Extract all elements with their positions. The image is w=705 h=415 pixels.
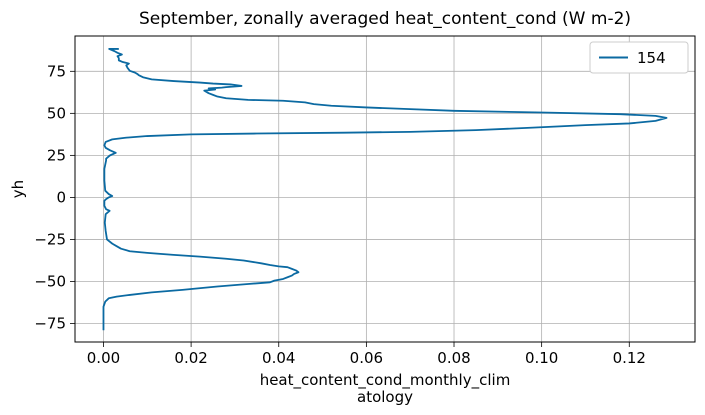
x-tick-label: 0.02 (174, 349, 207, 367)
y-tick-label: −50 (34, 272, 66, 290)
x-tick-label: 0.00 (87, 349, 120, 367)
plot-area (75, 36, 695, 342)
y-tick-label: −25 (34, 230, 66, 248)
grid (75, 36, 695, 342)
legend: 154 (589, 41, 689, 74)
axes-frame (74, 35, 696, 343)
series-group (102, 48, 668, 331)
x-tick-label: 0.06 (350, 349, 383, 367)
y-tick-label: 0 (56, 188, 66, 206)
legend-label: 154 (637, 49, 666, 67)
series-line-154 (102, 48, 668, 331)
y-tick-label: 75 (47, 62, 66, 80)
y-axis-label: yh (9, 180, 27, 198)
y-tick-label: 25 (47, 146, 66, 164)
x-tick-label: 0.08 (437, 349, 470, 367)
y-tick-label: 50 (47, 104, 66, 122)
y-tick-label: −75 (34, 315, 66, 333)
x-tick-label: 0.04 (262, 349, 295, 367)
x-axis-label-line-2: atology (357, 388, 413, 406)
x-axis-ticks: 0.00 0.02 0.04 0.06 0.08 0.10 0.12 (87, 342, 646, 367)
x-axis-label-line-1: heat_content_cond_monthly_clim (260, 371, 511, 390)
x-tick-label: 0.12 (613, 349, 646, 367)
y-axis-ticks: 75 50 25 0 −25 −50 −75 (34, 62, 75, 333)
legend-box (589, 41, 689, 74)
chart-title: September, zonally averaged heat_content… (139, 9, 631, 29)
x-tick-label: 0.10 (525, 349, 558, 367)
